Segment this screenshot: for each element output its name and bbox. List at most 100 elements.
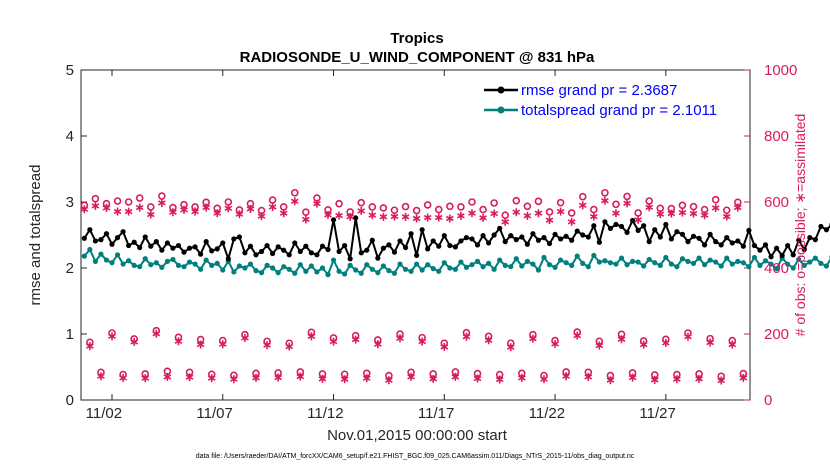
asterisk-stroke <box>634 217 642 223</box>
asterisk-stroke <box>517 375 526 381</box>
rmse-point <box>668 236 674 242</box>
rmse-point <box>801 246 807 253</box>
asterisk-stroke <box>573 332 582 339</box>
totalspread-point <box>342 271 348 277</box>
data-layer <box>80 188 830 385</box>
asterisk-stroke <box>318 376 327 382</box>
rmse-point <box>425 246 431 252</box>
rmse-point <box>552 231 558 237</box>
rmse-point <box>92 238 98 244</box>
assimilated-obs-marker <box>667 209 676 218</box>
assimilated-obs-marker <box>191 207 199 216</box>
rmse-point <box>530 231 536 237</box>
rmse-point <box>148 243 154 249</box>
assimilated-obs-marker <box>634 215 642 224</box>
asterisk-stroke <box>362 375 371 381</box>
possible-obs-marker <box>479 205 487 214</box>
totalspread-point <box>469 262 475 268</box>
totalspread-point <box>430 266 436 272</box>
possible-obs-marker <box>113 197 122 205</box>
totalspread-point <box>126 258 132 264</box>
assimilated-obs-marker <box>612 209 620 218</box>
assimilated-obs-marker <box>318 374 327 383</box>
x-tick-label: 11/22 <box>529 405 565 422</box>
totalspread-point <box>508 264 514 270</box>
totalspread-point <box>724 255 730 261</box>
asterisk-stroke <box>102 205 111 211</box>
totalspread-point <box>353 267 359 273</box>
totalspread-point <box>297 262 303 268</box>
asterisk-stroke <box>445 215 454 222</box>
rmse-point <box>591 223 597 229</box>
assimilated-obs-marker <box>313 199 321 208</box>
rmse-point <box>142 234 148 240</box>
totalspread-point <box>701 262 708 268</box>
rmse-point <box>330 217 337 223</box>
rmse-point <box>225 256 231 262</box>
totalspread-point <box>707 257 713 263</box>
y2-tick-label: 800 <box>764 128 789 145</box>
assimilated-obs-marker <box>257 212 266 221</box>
asterisk-stroke <box>639 341 648 348</box>
rmse-point <box>441 233 447 239</box>
totalspread-point <box>668 261 674 267</box>
assimilated-obs-marker <box>296 372 305 381</box>
assimilated-obs-marker <box>346 212 355 221</box>
asterisk-stroke <box>97 373 105 379</box>
rmse-point <box>192 244 198 250</box>
y-tick-label: 2 <box>66 260 74 277</box>
asterisk-stroke <box>113 208 122 215</box>
asterisk-stroke <box>301 216 310 223</box>
assimilated-obs-marker <box>650 375 659 384</box>
assimilated-obs-marker <box>639 340 648 349</box>
assimilated-obs-marker <box>180 205 188 214</box>
rmse-point <box>469 236 475 242</box>
asterisk-stroke <box>673 376 681 382</box>
assimilated-obs-marker <box>102 203 111 212</box>
rmse-point <box>618 223 625 230</box>
rmse-point <box>690 233 697 239</box>
rmse-point <box>585 234 591 240</box>
totalspread-point <box>618 255 625 261</box>
rmse-point <box>430 238 436 244</box>
asterisk-stroke <box>595 342 604 349</box>
rmse-point <box>447 242 453 249</box>
asterisk-stroke <box>246 206 255 212</box>
asterisk-stroke <box>512 209 521 215</box>
rmse-point <box>762 242 769 248</box>
totalspread-point <box>480 264 486 270</box>
totalspread-point <box>646 256 652 263</box>
asterisk-stroke <box>346 214 355 220</box>
assimilated-obs-marker <box>412 214 421 223</box>
asterisk-stroke <box>285 343 294 350</box>
asterisk-stroke <box>506 344 515 350</box>
legend-spread-label: totalspread grand pr = 2.1011 <box>521 102 717 119</box>
assimilated-obs-marker <box>268 202 277 211</box>
totalspread-point <box>447 265 453 271</box>
asterisk-stroke <box>401 214 410 220</box>
asterisk-stroke <box>407 374 415 380</box>
possible-obs-marker <box>412 206 421 215</box>
rmse-point <box>613 221 619 228</box>
y2-tick-label: 0 <box>764 392 772 409</box>
rmse-point <box>657 234 663 240</box>
rmse-point <box>131 239 137 245</box>
totalspread-point <box>773 266 780 272</box>
asterisk-stroke <box>589 213 598 220</box>
totalspread-point <box>690 260 697 266</box>
totalspread-point <box>408 268 414 274</box>
asterisk-stroke <box>578 202 587 208</box>
assimilated-obs-marker <box>418 337 427 346</box>
assimilated-obs-marker <box>595 341 604 350</box>
totalspread-point <box>713 259 719 265</box>
assimilated-obs-marker <box>351 335 360 344</box>
totalspread-point <box>657 262 663 268</box>
asterisk-stroke <box>85 343 94 349</box>
asterisk-stroke <box>157 200 166 206</box>
totalspread-point <box>502 262 508 268</box>
asterisk-stroke <box>207 375 216 381</box>
asterisk-stroke <box>440 344 449 350</box>
possible-obs-marker <box>302 208 310 217</box>
possible-obs-marker <box>91 194 100 203</box>
assimilated-obs-marker <box>396 334 404 343</box>
